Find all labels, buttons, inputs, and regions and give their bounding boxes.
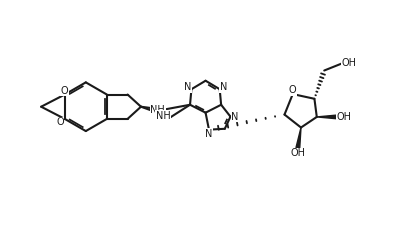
- Text: OH: OH: [290, 148, 305, 158]
- Text: O: O: [61, 86, 69, 96]
- Text: NH: NH: [156, 111, 171, 121]
- Text: O: O: [56, 117, 64, 127]
- Text: OH: OH: [337, 112, 352, 122]
- Polygon shape: [296, 128, 301, 148]
- Text: OH: OH: [341, 59, 357, 68]
- Text: NH: NH: [150, 105, 165, 115]
- Text: N: N: [205, 128, 213, 139]
- Text: N: N: [231, 112, 239, 122]
- Text: N: N: [184, 82, 191, 92]
- Polygon shape: [317, 115, 337, 119]
- Text: O: O: [289, 85, 297, 95]
- Text: N: N: [220, 82, 228, 92]
